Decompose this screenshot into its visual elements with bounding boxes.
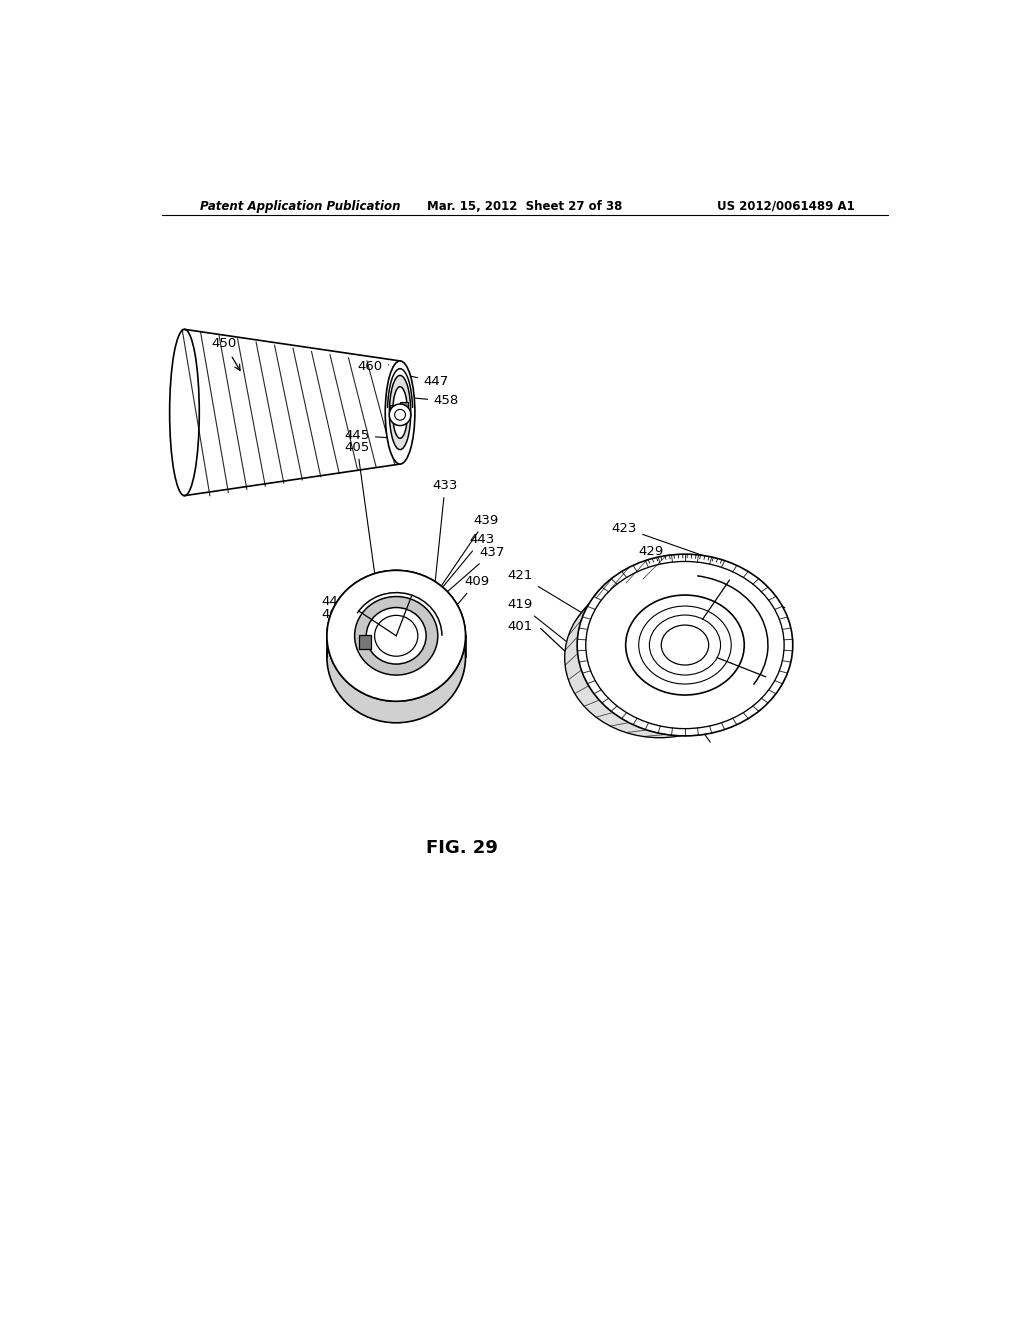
Text: 450: 450 xyxy=(211,337,237,350)
Text: Patent Application Publication: Patent Application Publication xyxy=(200,199,400,213)
Text: 443: 443 xyxy=(422,533,495,612)
Text: 425: 425 xyxy=(643,591,779,661)
Polygon shape xyxy=(184,330,400,496)
Circle shape xyxy=(394,409,406,420)
Text: 460: 460 xyxy=(357,360,388,372)
Ellipse shape xyxy=(354,597,438,675)
Ellipse shape xyxy=(375,615,418,656)
Ellipse shape xyxy=(327,591,466,723)
Text: US 2012/0061489 A1: US 2012/0061489 A1 xyxy=(717,199,854,213)
Ellipse shape xyxy=(578,554,793,737)
Text: 405: 405 xyxy=(345,441,382,627)
Text: 401: 401 xyxy=(508,619,534,632)
Text: 429: 429 xyxy=(639,545,784,607)
Text: 433: 433 xyxy=(432,479,458,587)
Ellipse shape xyxy=(626,595,744,696)
Text: 447: 447 xyxy=(402,375,449,388)
FancyBboxPatch shape xyxy=(358,635,371,649)
Text: 439: 439 xyxy=(428,513,499,606)
FancyBboxPatch shape xyxy=(390,405,397,412)
Ellipse shape xyxy=(662,626,709,665)
Text: FIG. 29: FIG. 29 xyxy=(426,838,498,857)
Text: 403: 403 xyxy=(322,609,347,622)
Text: 437: 437 xyxy=(417,546,505,618)
Text: 458: 458 xyxy=(407,395,459,408)
Ellipse shape xyxy=(385,360,415,465)
Text: 409: 409 xyxy=(423,576,489,645)
Ellipse shape xyxy=(327,570,466,701)
Circle shape xyxy=(389,404,411,425)
FancyBboxPatch shape xyxy=(400,403,408,411)
Text: 449: 449 xyxy=(322,595,347,609)
Ellipse shape xyxy=(170,330,200,495)
Text: 411: 411 xyxy=(622,631,711,742)
Ellipse shape xyxy=(327,570,466,701)
Text: 419: 419 xyxy=(508,598,586,657)
Ellipse shape xyxy=(389,375,411,450)
Text: Mar. 15, 2012  Sheet 27 of 38: Mar. 15, 2012 Sheet 27 of 38 xyxy=(427,199,623,213)
Text: 421: 421 xyxy=(508,569,588,616)
Text: 423: 423 xyxy=(611,521,710,558)
Text: 445: 445 xyxy=(345,429,393,442)
Text: 407: 407 xyxy=(639,618,732,721)
Ellipse shape xyxy=(367,607,426,664)
Ellipse shape xyxy=(564,578,755,738)
Text: 413: 413 xyxy=(403,638,429,709)
Ellipse shape xyxy=(392,387,408,438)
